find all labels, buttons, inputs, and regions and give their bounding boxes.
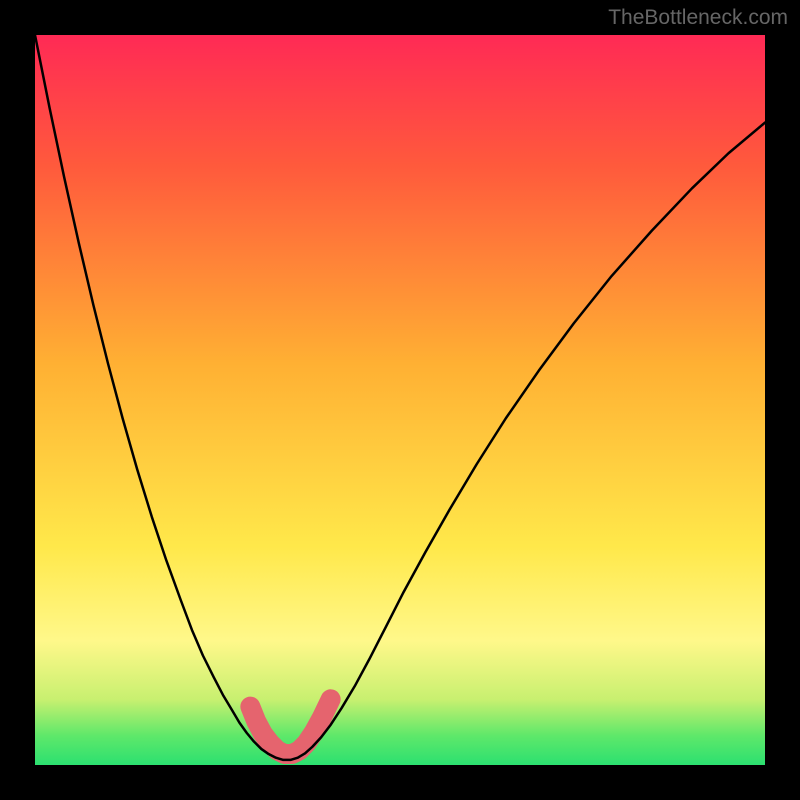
bottleneck-curve-chart bbox=[35, 35, 765, 765]
chart-plot-area bbox=[35, 35, 765, 765]
watermark-text: TheBottleneck.com bbox=[608, 6, 788, 30]
gradient-background bbox=[35, 35, 765, 765]
